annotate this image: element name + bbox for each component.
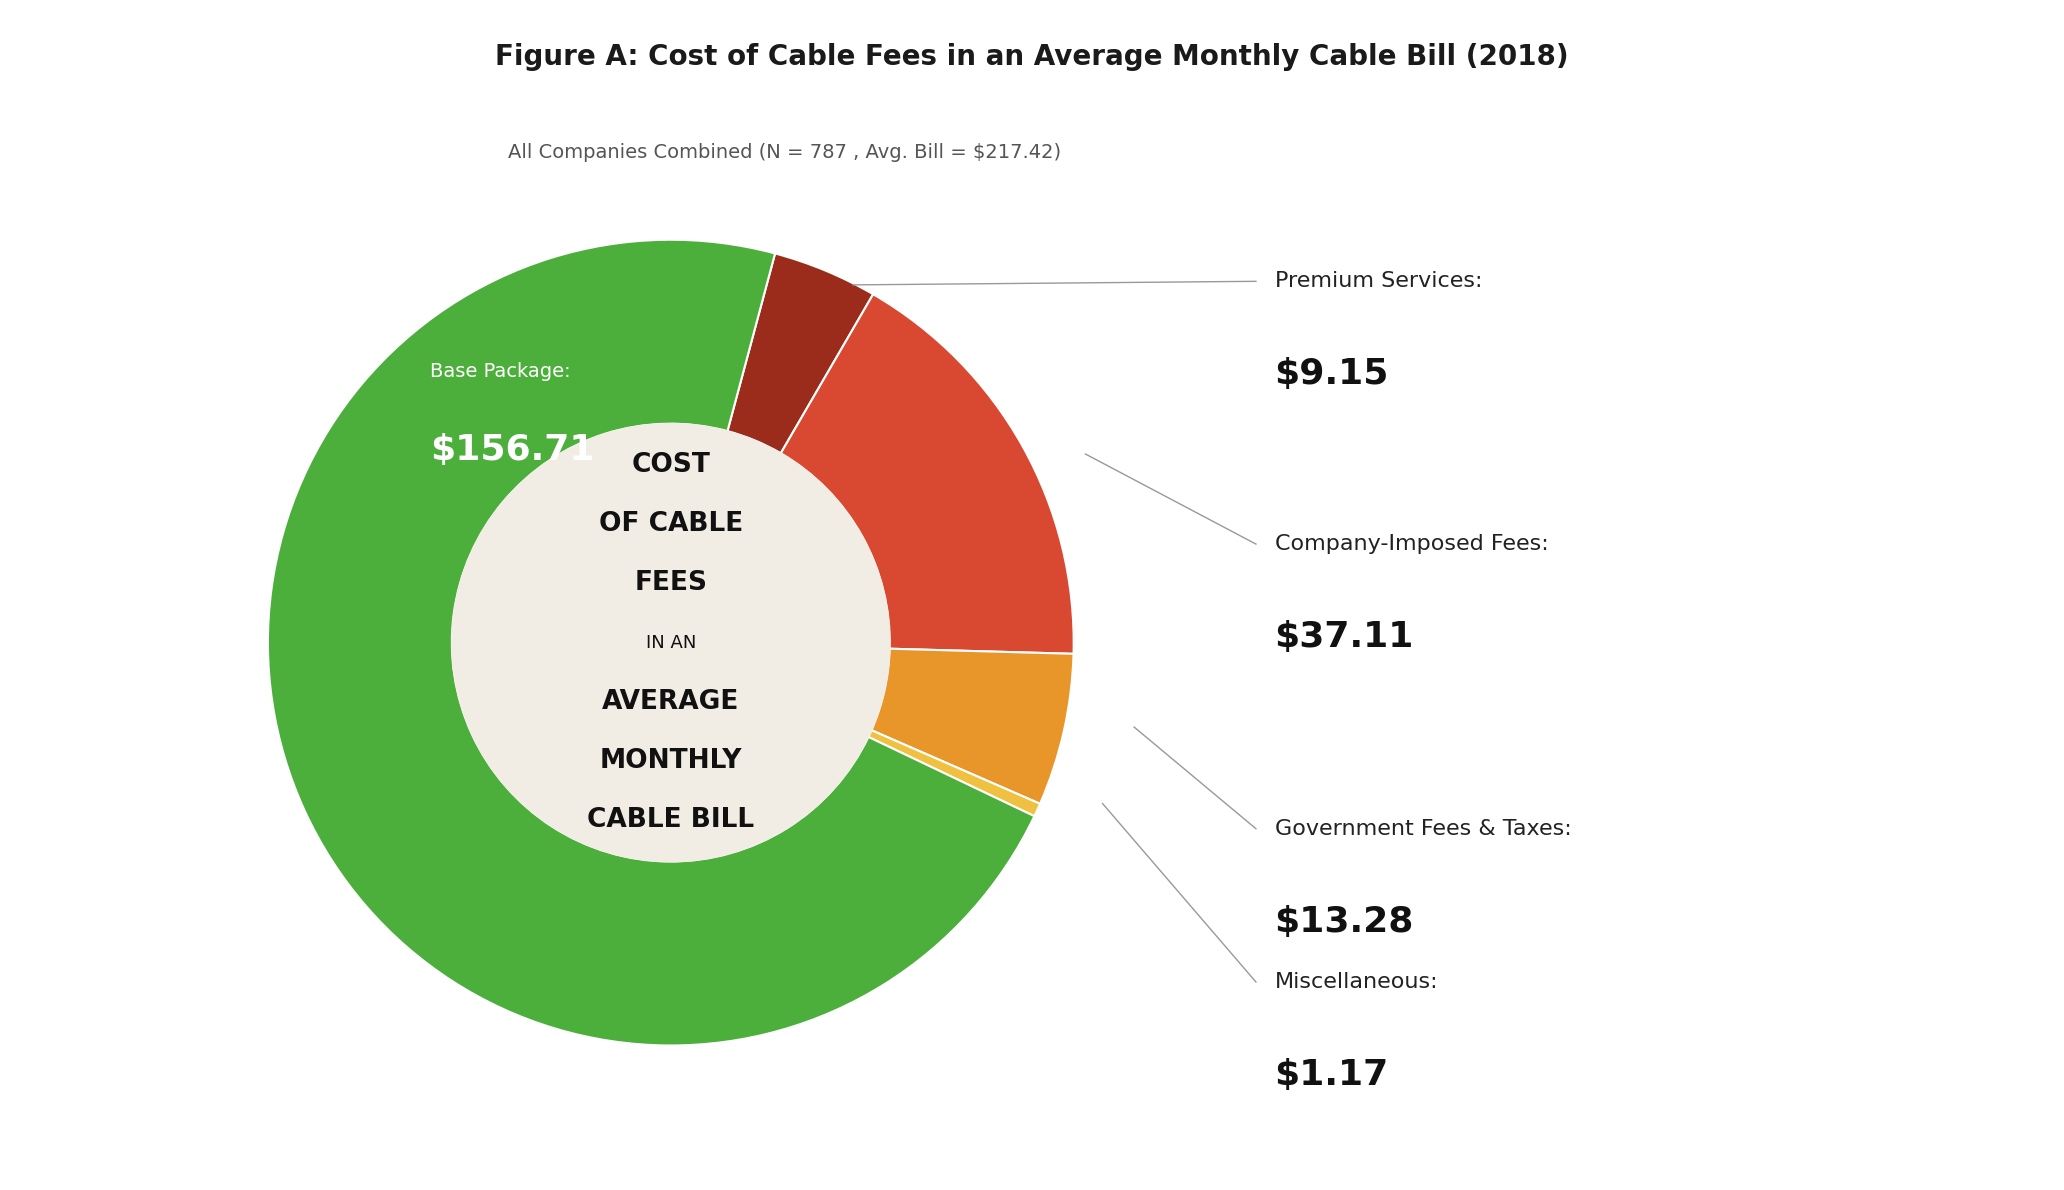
Text: IN AN: IN AN <box>646 633 696 652</box>
Wedge shape <box>871 649 1073 803</box>
Text: CABLE BILL: CABLE BILL <box>588 807 753 833</box>
Text: Government Fees & Taxes:: Government Fees & Taxes: <box>1273 819 1571 839</box>
Text: Premium Services:: Premium Services: <box>1273 271 1482 292</box>
Text: FEES: FEES <box>634 570 708 596</box>
Text: $9.15: $9.15 <box>1273 357 1389 392</box>
Text: $1.17: $1.17 <box>1273 1058 1389 1092</box>
Text: All Companies Combined (N = 787 , Avg. Bill = $217.42): All Companies Combined (N = 787 , Avg. B… <box>508 143 1061 162</box>
Text: $37.11: $37.11 <box>1273 620 1414 654</box>
Text: Base Package:: Base Package: <box>429 362 570 381</box>
Text: $156.71: $156.71 <box>429 433 594 466</box>
Text: Figure A: Cost of Cable Fees in an Average Monthly Cable Bill (2018): Figure A: Cost of Cable Fees in an Avera… <box>495 43 1569 71</box>
Text: OF CABLE: OF CABLE <box>599 512 743 538</box>
Circle shape <box>452 424 890 862</box>
Text: COST: COST <box>632 452 710 478</box>
Text: MONTHLY: MONTHLY <box>599 747 743 774</box>
Text: $13.28: $13.28 <box>1273 904 1414 939</box>
Text: AVERAGE: AVERAGE <box>603 689 739 715</box>
Text: Miscellaneous:: Miscellaneous: <box>1273 972 1439 992</box>
Text: Company-Imposed Fees:: Company-Imposed Fees: <box>1273 534 1548 555</box>
Wedge shape <box>268 239 1034 1046</box>
Wedge shape <box>869 731 1040 816</box>
Wedge shape <box>727 253 873 453</box>
Wedge shape <box>780 294 1073 653</box>
